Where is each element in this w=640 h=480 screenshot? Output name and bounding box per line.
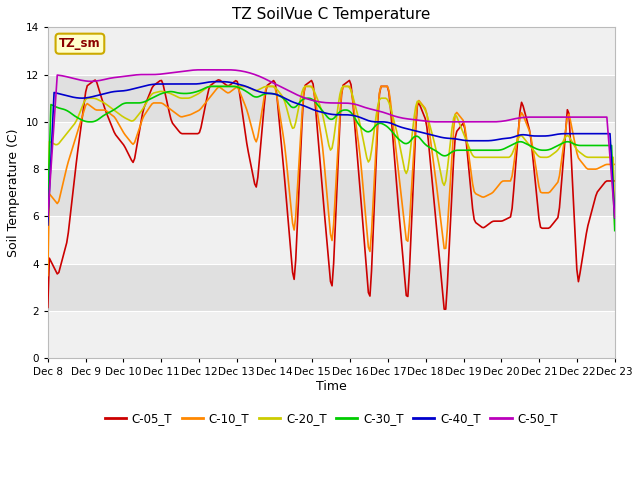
Bar [48,216,615,264]
Bar [48,27,615,74]
Legend: C-05_T, C-10_T, C-20_T, C-30_T, C-40_T, C-50_T: C-05_T, C-10_T, C-20_T, C-30_T, C-40_T, … [100,407,563,430]
Bar [48,264,615,311]
X-axis label: Time: Time [316,380,347,393]
Bar [48,74,615,122]
Title: TZ SoilVue C Temperature: TZ SoilVue C Temperature [232,7,431,22]
Y-axis label: Soil Temperature (C): Soil Temperature (C) [7,129,20,257]
Bar [48,169,615,216]
Text: TZ_sm: TZ_sm [59,37,100,50]
Bar [48,122,615,169]
Bar [48,311,615,358]
